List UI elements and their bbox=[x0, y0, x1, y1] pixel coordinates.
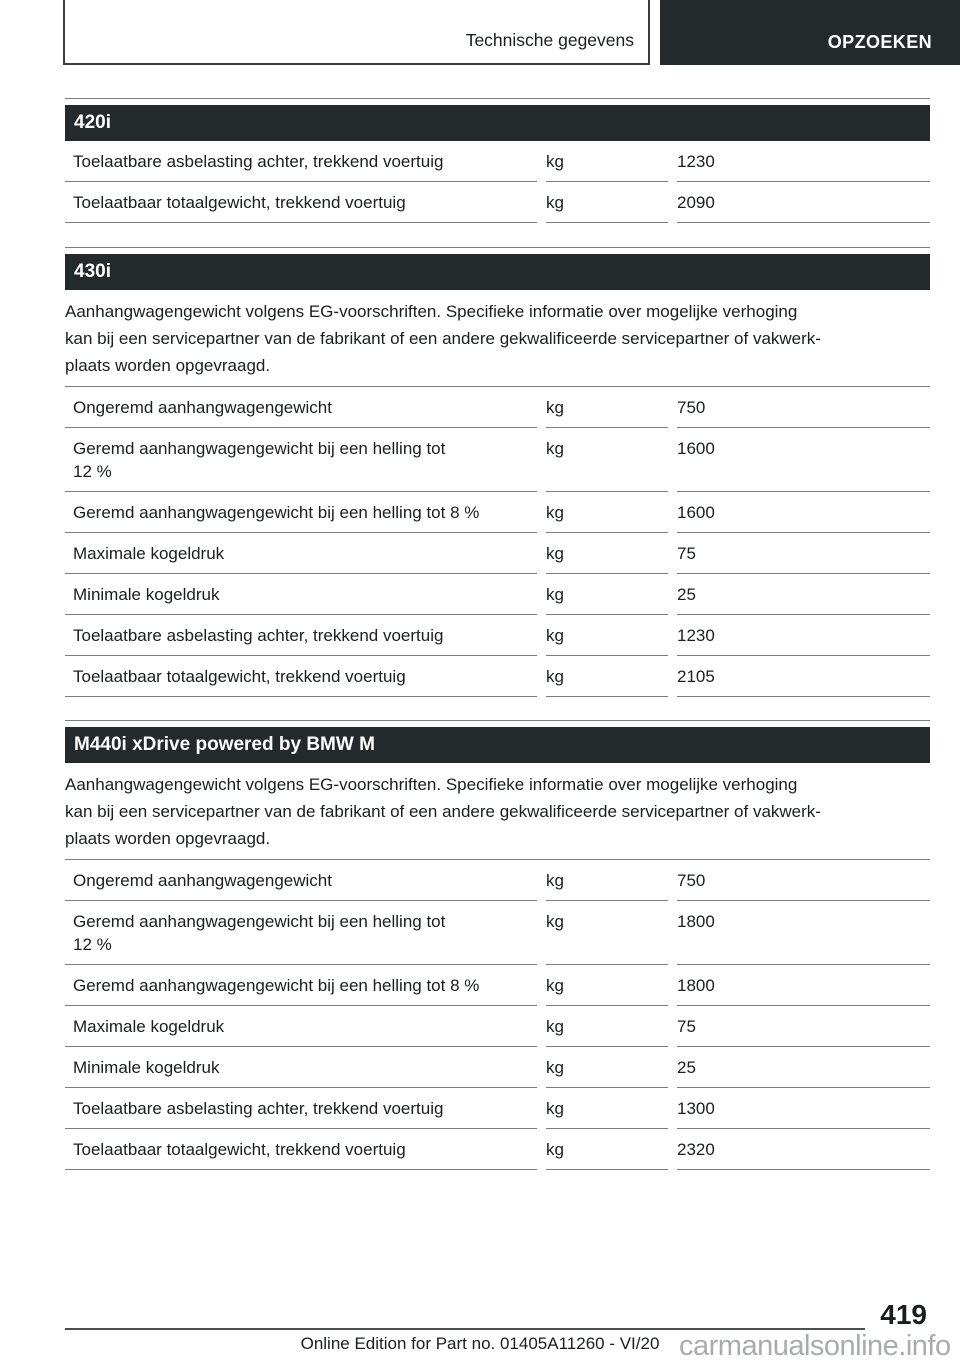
row-unit: kg bbox=[546, 615, 668, 656]
row-label: Toelaatbare asbelasting achter, trekkend… bbox=[65, 615, 537, 656]
row-value: 75 bbox=[677, 1006, 930, 1047]
footer-rule bbox=[65, 1328, 865, 1330]
row-label: Maximale kogeldruk bbox=[65, 533, 537, 574]
table-row: Geremd aanhangwagengewicht bij een helli… bbox=[65, 428, 930, 492]
row-value: 750 bbox=[677, 387, 930, 428]
row-value: 750 bbox=[677, 860, 930, 901]
section-bar-430i: 430i bbox=[65, 254, 930, 290]
row-value: 1230 bbox=[677, 615, 930, 656]
row-unit: kg bbox=[546, 492, 668, 533]
section-430i: 430i Aanhangwagengewicht volgens EG-voor… bbox=[65, 247, 930, 697]
spec-table-430i: Ongeremd aanhangwagengewicht kg 750 Gere… bbox=[65, 386, 930, 697]
row-unit: kg bbox=[546, 965, 668, 1006]
table-row: Geremd aanhangwagengewicht bij een helli… bbox=[65, 492, 930, 533]
row-label: Ongeremd aanhangwagengewicht bbox=[65, 387, 537, 428]
spec-table-m440i: Ongeremd aanhangwagengewicht kg 750 Gere… bbox=[65, 859, 930, 1170]
edition-note: Online Edition for Part no. 01405A11260 … bbox=[300, 1334, 660, 1353]
row-value: 25 bbox=[677, 574, 930, 615]
row-label: Toelaatbaar totaalgewicht, trekkend voer… bbox=[65, 1129, 537, 1170]
row-unit: kg bbox=[546, 182, 668, 223]
row-value: 1800 bbox=[677, 901, 930, 965]
row-value: 1300 bbox=[677, 1088, 930, 1129]
section-top-rule bbox=[65, 98, 930, 99]
search-button[interactable]: OPZOEKEN bbox=[660, 0, 960, 65]
row-label: Toelaatbare asbelasting achter, trekkend… bbox=[65, 1088, 537, 1129]
row-unit: kg bbox=[546, 533, 668, 574]
chapter-title: Technische gegevens bbox=[465, 30, 634, 50]
table-row: Toelaatbaar totaalgewicht, trekkend voer… bbox=[65, 656, 930, 697]
spec-table-420i: Toelaatbare asbelasting achter, trekkend… bbox=[65, 141, 930, 223]
row-value: 2105 bbox=[677, 656, 930, 697]
row-unit: kg bbox=[546, 1129, 668, 1170]
section-top-rule bbox=[65, 720, 930, 721]
section-420i: 420i Toelaatbare asbelasting achter, tre… bbox=[65, 98, 930, 223]
row-label: Toelaatbaar totaalgewicht, trekkend voer… bbox=[65, 182, 537, 223]
section-m440i: M440i xDrive powered by BMW M Aanhangwag… bbox=[65, 720, 930, 1170]
table-row: Minimale kogeldruk kg 25 bbox=[65, 574, 930, 615]
row-unit: kg bbox=[546, 901, 668, 965]
search-button-label: OPZOEKEN bbox=[827, 32, 932, 52]
table-row: Ongeremd aanhangwagengewicht kg 750 bbox=[65, 860, 930, 901]
row-label: Geremd aanhangwagengewicht bij een helli… bbox=[65, 428, 537, 492]
section-title: 420i bbox=[74, 112, 111, 133]
section-top-rule bbox=[65, 247, 930, 248]
table-row: Ongeremd aanhangwagengewicht kg 750 bbox=[65, 387, 930, 428]
page-number: 419 bbox=[880, 1299, 927, 1330]
table-row: Maximale kogeldruk kg 75 bbox=[65, 533, 930, 574]
row-unit: kg bbox=[546, 141, 668, 182]
table-row: Geremd aanhangwagengewicht bij een helli… bbox=[65, 965, 930, 1006]
table-row: Geremd aanhangwagengewicht bij een helli… bbox=[65, 901, 930, 965]
site-watermark: carmanualsonline.info bbox=[679, 1330, 951, 1362]
chapter-header-box: Technische gegevens bbox=[63, 0, 650, 65]
row-unit: kg bbox=[546, 1047, 668, 1088]
row-label: Toelaatbaar totaalgewicht, trekkend voer… bbox=[65, 656, 537, 697]
row-value: 75 bbox=[677, 533, 930, 574]
row-unit: kg bbox=[546, 1006, 668, 1047]
row-label: Minimale kogeldruk bbox=[65, 574, 537, 615]
row-unit: kg bbox=[546, 860, 668, 901]
table-row: Toelaatbare asbelasting achter, trekkend… bbox=[65, 615, 930, 656]
table-row: Toelaatbare asbelasting achter, trekkend… bbox=[65, 141, 930, 182]
row-value: 1600 bbox=[677, 428, 930, 492]
row-label: Minimale kogeldruk bbox=[65, 1047, 537, 1088]
row-label: Geremd aanhangwagengewicht bij een helli… bbox=[65, 965, 537, 1006]
section-bar-420i: 420i bbox=[65, 105, 930, 141]
table-row: Toelaatbaar totaalgewicht, trekkend voer… bbox=[65, 182, 930, 223]
row-value: 25 bbox=[677, 1047, 930, 1088]
row-label: Maximale kogeldruk bbox=[65, 1006, 537, 1047]
row-value: 1800 bbox=[677, 965, 930, 1006]
row-label: Toelaatbare asbelasting achter, trekkend… bbox=[65, 141, 537, 182]
row-unit: kg bbox=[546, 656, 668, 697]
row-unit: kg bbox=[546, 428, 668, 492]
row-value: 2320 bbox=[677, 1129, 930, 1170]
table-row: Toelaatbare asbelasting achter, trekkend… bbox=[65, 1088, 930, 1129]
section-intro-paragraph: Aanhangwagengewicht volgens EG-voorschri… bbox=[65, 302, 821, 375]
section-intro-paragraph: Aanhangwagengewicht volgens EG-voorschri… bbox=[65, 775, 821, 848]
row-value: 2090 bbox=[677, 182, 930, 223]
row-unit: kg bbox=[546, 387, 668, 428]
row-label: Geremd aanhangwagengewicht bij een helli… bbox=[65, 901, 537, 965]
section-bar-m440i: M440i xDrive powered by BMW M bbox=[65, 727, 930, 763]
section-title: 430i bbox=[74, 261, 111, 282]
row-unit: kg bbox=[546, 1088, 668, 1129]
page-content: 420i Toelaatbare asbelasting achter, tre… bbox=[65, 0, 930, 1170]
table-row: Maximale kogeldruk kg 75 bbox=[65, 1006, 930, 1047]
row-value: 1600 bbox=[677, 492, 930, 533]
row-label: Geremd aanhangwagengewicht bij een helli… bbox=[65, 492, 537, 533]
row-label: Ongeremd aanhangwagengewicht bbox=[65, 860, 537, 901]
row-value: 1230 bbox=[677, 141, 930, 182]
section-title: M440i xDrive powered by BMW M bbox=[74, 734, 375, 755]
row-unit: kg bbox=[546, 574, 668, 615]
table-row: Minimale kogeldruk kg 25 bbox=[65, 1047, 930, 1088]
table-row: Toelaatbaar totaalgewicht, trekkend voer… bbox=[65, 1129, 930, 1170]
